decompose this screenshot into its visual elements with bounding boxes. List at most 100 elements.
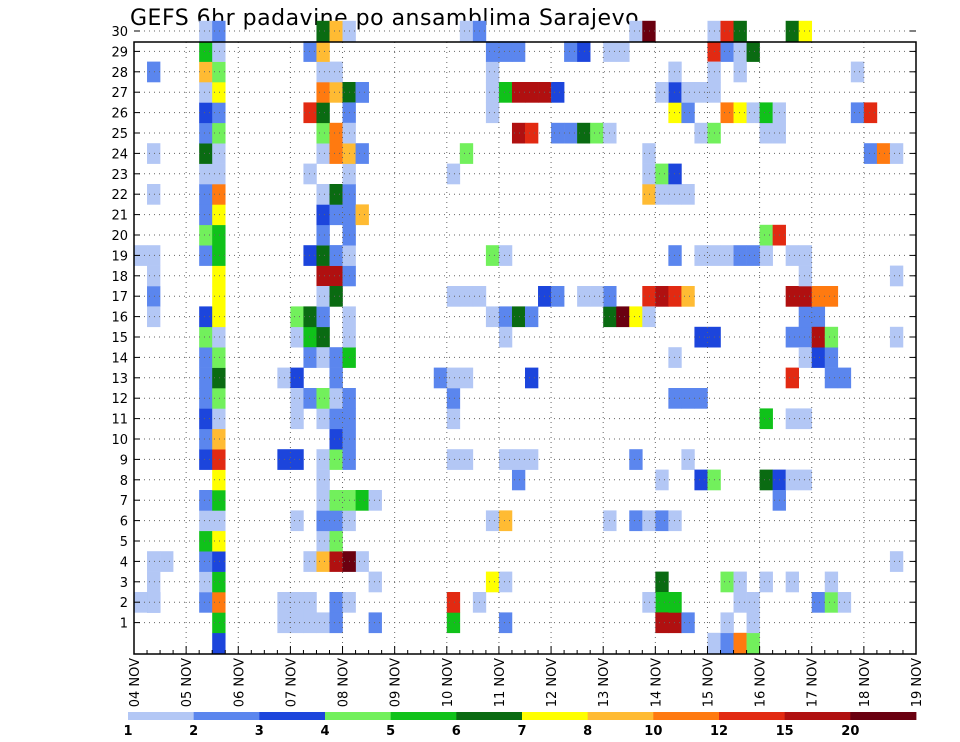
- heatmap-cell: [199, 428, 213, 450]
- heatmap-cell: [629, 449, 643, 470]
- legend-swatch: [653, 712, 720, 720]
- heatmap-cell: [316, 122, 330, 144]
- heatmap-cell: [212, 469, 226, 491]
- y-tick-label: 5: [120, 535, 128, 550]
- heatmap-cell: [212, 428, 226, 450]
- heatmap-cell: [212, 122, 226, 144]
- heatmap-cell: [199, 551, 213, 572]
- heatmap-cell: [811, 306, 826, 328]
- heatmap-cell: [329, 204, 343, 226]
- heatmap-cell: [212, 204, 226, 226]
- heatmap-cell: [212, 388, 226, 409]
- legend-swatch: [325, 712, 392, 720]
- heatmap-cell: [316, 530, 330, 552]
- heatmap-cell: [199, 367, 213, 389]
- heatmap-cell: [798, 306, 813, 328]
- heatmap-cell: [433, 367, 448, 389]
- heatmap-cell: [329, 490, 343, 511]
- heatmap-cell: [329, 449, 343, 470]
- y-tick-label: 14: [111, 351, 128, 366]
- heatmap-cell: [720, 41, 734, 62]
- heatmap-cell: [329, 184, 343, 205]
- heatmap-cell: [329, 388, 343, 409]
- heatmap-cell: [459, 367, 474, 389]
- legend-label: 20: [841, 724, 859, 739]
- heatmap-cell: [694, 388, 708, 409]
- y-tick-label: 28: [111, 66, 128, 81]
- heatmap-cell: [303, 347, 317, 368]
- heatmap-cell: [785, 326, 799, 348]
- heatmap-cell: [889, 265, 904, 287]
- heatmap-cell: [498, 326, 513, 348]
- heatmap-cell: [668, 592, 682, 613]
- heatmap-cell: [485, 41, 500, 62]
- heatmap-cell: [759, 469, 773, 491]
- x-tick-label: 13 NOV: [597, 658, 612, 707]
- heatmap-cell: [824, 326, 839, 348]
- heatmap-cell: [525, 306, 539, 328]
- heatmap-cell: [212, 571, 226, 593]
- heatmap-cell: [316, 20, 330, 42]
- heatmap-cell: [199, 204, 213, 226]
- heatmap-cell: [355, 551, 369, 572]
- heatmap-cell: [329, 286, 343, 307]
- heatmap-cell: [303, 612, 317, 634]
- heatmap-cell: [316, 469, 330, 491]
- heatmap-cell: [498, 449, 513, 470]
- heatmap-cell: [668, 286, 682, 307]
- heatmap-cell: [316, 204, 330, 226]
- heatmap-cell: [199, 592, 213, 613]
- x-tick-label: 07 NOV: [284, 658, 299, 707]
- heatmap-cell: [759, 408, 773, 430]
- heatmap-cell: [212, 102, 226, 124]
- heatmap-cell: [511, 122, 526, 144]
- heatmap-cell: [824, 286, 839, 307]
- heatmap-cell: [733, 632, 747, 654]
- heatmap-cell: [485, 510, 500, 532]
- heatmap-cell: [199, 408, 213, 430]
- heatmap-cell: [668, 163, 682, 185]
- heatmap-cell: [446, 408, 461, 430]
- x-tick-label: 10 NOV: [441, 658, 456, 707]
- heatmap-cell: [290, 306, 304, 328]
- heatmap-cell: [199, 571, 213, 593]
- heatmap-cell: [551, 122, 565, 144]
- heatmap-cell: [824, 571, 839, 593]
- legend-swatch: [587, 712, 654, 720]
- heatmap-cell: [889, 326, 904, 348]
- heatmap-cell: [199, 245, 213, 266]
- heatmap-cell: [316, 449, 330, 470]
- heatmap-cell: [655, 612, 669, 634]
- heatmap-cell: [498, 571, 513, 593]
- heatmap-cell: [147, 592, 161, 613]
- heatmap-cell: [876, 143, 891, 164]
- legend-label: 6: [452, 724, 461, 739]
- heatmap-cell: [303, 592, 317, 613]
- heatmap-cell: [668, 102, 682, 124]
- y-tick-label: 10: [111, 433, 128, 448]
- legend-swatch: [784, 712, 851, 720]
- heatmap-cell: [303, 41, 317, 62]
- heatmap-cell: [485, 82, 500, 103]
- heatmap-cell: [850, 61, 865, 83]
- heatmap-cell: [199, 224, 213, 246]
- heatmap-cell: [498, 612, 513, 634]
- heatmap-cell: [759, 245, 773, 266]
- legend-label: 12: [710, 724, 728, 739]
- heatmap-cell: [199, 510, 213, 532]
- heatmap-cell: [642, 510, 656, 532]
- heatmap-cell: [316, 286, 330, 307]
- y-tick-label: 11: [111, 413, 128, 428]
- heatmap-cell: [212, 61, 226, 83]
- heatmap-cell: [746, 245, 760, 266]
- heatmap-cell: [681, 82, 695, 103]
- heatmap-cell: [446, 286, 461, 307]
- heatmap-cell: [525, 449, 539, 470]
- heatmap-cell: [824, 592, 839, 613]
- heatmap-cell: [199, 41, 213, 62]
- heatmap-cell: [811, 326, 826, 348]
- heatmap-cell: [316, 184, 330, 205]
- heatmap-cell: [446, 592, 461, 613]
- heatmap-cell: [446, 449, 461, 470]
- heatmap-cell: [889, 143, 904, 164]
